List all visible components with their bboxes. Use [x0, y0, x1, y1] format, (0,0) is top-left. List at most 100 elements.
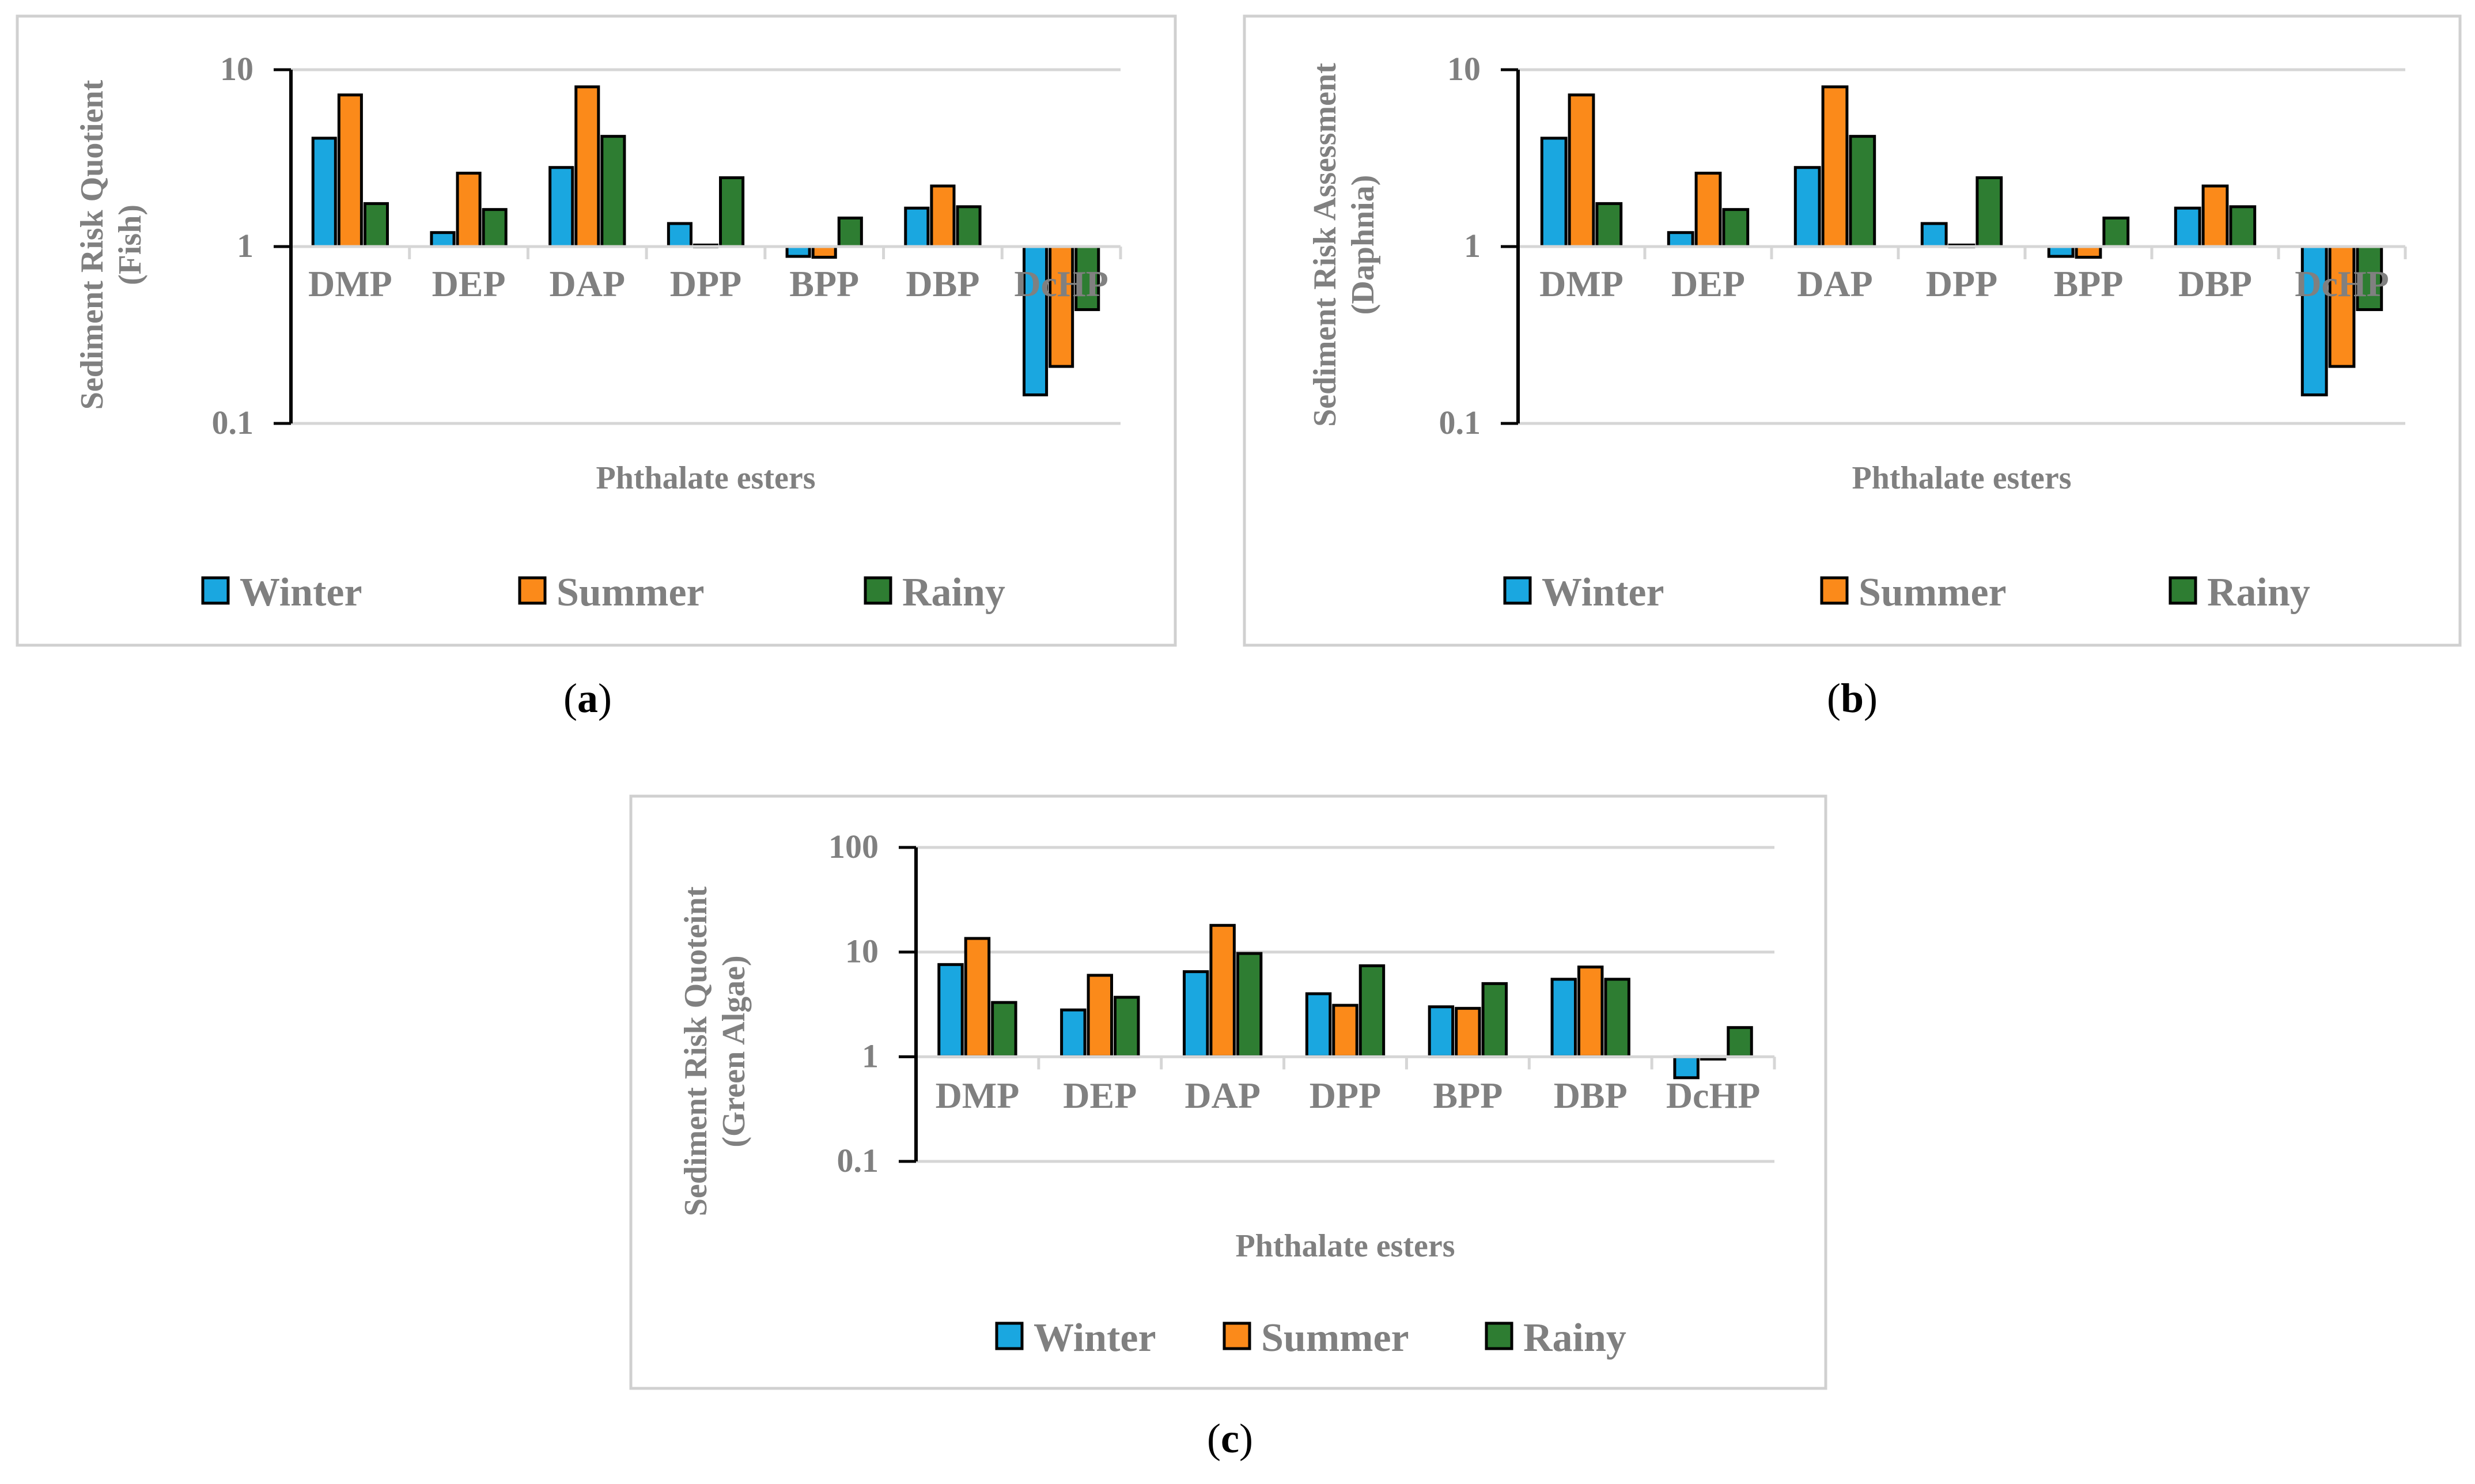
bar-rainy-bpp	[2102, 216, 2130, 248]
bar-winter-dep	[430, 231, 456, 248]
bar-winter-dchp	[2300, 245, 2328, 396]
chart-3: 100 10 1 0.1 DMP DEP DAP DPP BPP DBP DcHP Phthalate…	[629, 794, 1827, 1390]
bar-rainy-dep	[1114, 995, 1140, 1058]
x-tick-label: DPP	[1926, 263, 1997, 304]
legend-label-summer: Summer	[557, 570, 705, 615]
y-axis-label-line1: Sediment Risk Quotient	[74, 80, 110, 410]
bar-rainy-dmp	[1595, 202, 1623, 248]
bar-summer-dap	[1209, 923, 1236, 1058]
bar-rainy-dpp	[1976, 176, 2003, 248]
bar-summer-dep	[1694, 172, 1722, 248]
bar-winter-dmp	[1540, 137, 1568, 248]
x-tick-label: BPP	[2054, 263, 2124, 304]
bar-summer-dap	[574, 85, 600, 248]
chart-frame	[1243, 14, 2462, 647]
y-tick-label: 10	[1447, 50, 1481, 88]
legend-swatch-winter	[201, 576, 230, 605]
bar-summer-dchp	[1049, 245, 1074, 368]
legend-swatch-winter	[995, 1322, 1024, 1350]
x-tick-label: DEP	[432, 263, 506, 304]
x-tick-label: DBP	[1554, 1075, 1628, 1116]
chart-2: 10 1 0.1 DMP DEP DAP DPP BPP DBP DcHP Phthalate es…	[1243, 14, 2462, 647]
legend-label-rainy: Rainy	[1523, 1316, 1626, 1360]
x-tick-label: DAP	[1184, 1075, 1261, 1116]
y-tick-label: 0.1	[212, 404, 254, 441]
x-tick-label: DMP	[936, 1075, 1020, 1116]
x-tick-label: DPP	[670, 263, 741, 304]
bar-rainy-dpp	[1358, 964, 1386, 1058]
y-axis-label: Sediment Risk Assessment(Daphnia)	[1307, 63, 1381, 427]
legend-label-winter: Winter	[1542, 570, 1664, 615]
x-tick-label: DcHP	[2295, 263, 2389, 304]
x-tick-label: DcHP	[1666, 1075, 1761, 1116]
bar-summer-dmp	[1568, 93, 1595, 248]
legend-swatch-rainy	[864, 576, 892, 605]
legend-swatch-rainy	[2169, 576, 2197, 605]
x-tick-label: BPP	[789, 263, 859, 304]
y-tick-label: 1	[862, 1037, 879, 1074]
bar-winter-dbp	[904, 206, 930, 248]
bar-winter-dchp	[1023, 245, 1049, 396]
panel-label: (a)	[563, 675, 612, 721]
x-tick-label: DBP	[2178, 263, 2252, 304]
x-tick-label: DAP	[1797, 263, 1873, 304]
bar-summer-dep	[456, 172, 482, 248]
bar-winter-dmp	[311, 137, 337, 248]
y-tick-label: 0.1	[1439, 404, 1481, 441]
bar-winter-dpp	[1920, 222, 1948, 248]
bar-summer-dbp	[930, 184, 956, 248]
bar-winter-bpp	[1428, 1005, 1455, 1058]
bar-winter-dpp	[1305, 992, 1332, 1058]
x-tick-label: BPP	[1433, 1075, 1503, 1116]
bar-winter-dmp	[937, 963, 964, 1058]
bar-winter-dap	[1793, 166, 1821, 248]
y-tick-label: 10	[845, 933, 879, 970]
bar-summer-dchp	[2328, 245, 2356, 368]
bar-rainy-dap	[1236, 952, 1263, 1058]
bar-summer-bpp	[1455, 1006, 1481, 1058]
x-tick-label: DcHP	[1014, 263, 1108, 304]
y-axis-label-line1: Sediment Risk Assessment	[1307, 63, 1343, 427]
bar-rainy-dmp	[991, 1001, 1017, 1058]
bar-summer-bpp	[2075, 245, 2102, 259]
bar-summer-dmp	[337, 93, 363, 248]
legend-label-rainy: Rainy	[902, 570, 1005, 615]
bar-summer-dep	[1087, 974, 1114, 1058]
legend-label-summer: Summer	[1859, 570, 2007, 615]
legend-swatch-rainy	[1485, 1322, 1513, 1350]
x-tick-label: DMP	[308, 263, 392, 304]
panel-label: (b)	[1827, 675, 1878, 721]
legend-label-winter: Winter	[1034, 1316, 1156, 1360]
y-axis-label-line2: (Daphnia)	[1345, 175, 1381, 315]
bar-rainy-dbp	[1604, 978, 1630, 1058]
bar-summer-dmp	[964, 937, 991, 1058]
y-tick-label: 1	[237, 227, 253, 264]
bar-summer-bpp	[811, 245, 837, 259]
x-tick-label: DEP	[1063, 1075, 1137, 1116]
y-tick-label: 0.1	[837, 1142, 879, 1179]
legend-label-summer: Summer	[1261, 1316, 1409, 1360]
bar-winter-dep	[1667, 231, 1694, 248]
x-axis-label: Phthalate esters	[596, 460, 815, 496]
bar-rainy-dchp	[1727, 1026, 1753, 1058]
x-tick-label: DPP	[1310, 1075, 1381, 1116]
y-tick-label: 100	[828, 828, 879, 865]
legend-swatch-summer	[518, 576, 547, 605]
bar-rainy-dep	[1722, 208, 1750, 248]
y-axis-label-line1: Sediment Risk Quoteint	[678, 886, 714, 1216]
y-tick-label: 10	[220, 50, 253, 88]
bar-rainy-dbp	[956, 205, 982, 248]
bar-winter-dep	[1060, 1008, 1087, 1058]
bar-rainy-bpp	[837, 216, 863, 248]
x-tick-label: DBP	[906, 263, 979, 304]
chart-frame	[629, 794, 1827, 1390]
bar-winter-bpp	[785, 245, 811, 258]
legend-swatch-summer	[1223, 1322, 1251, 1350]
bar-winter-dap	[548, 166, 574, 248]
bar-winter-dpp	[667, 222, 692, 248]
bar-rainy-dep	[482, 208, 508, 248]
x-tick-label: DAP	[550, 263, 626, 304]
chart-1: 10 1 0.1 DMP DEP DAP DPP BPP DBP DcHP Phthalate es…	[16, 14, 1177, 647]
x-axis-label: Phthalate esters	[1852, 460, 2071, 496]
bar-rainy-dpp	[719, 176, 745, 248]
